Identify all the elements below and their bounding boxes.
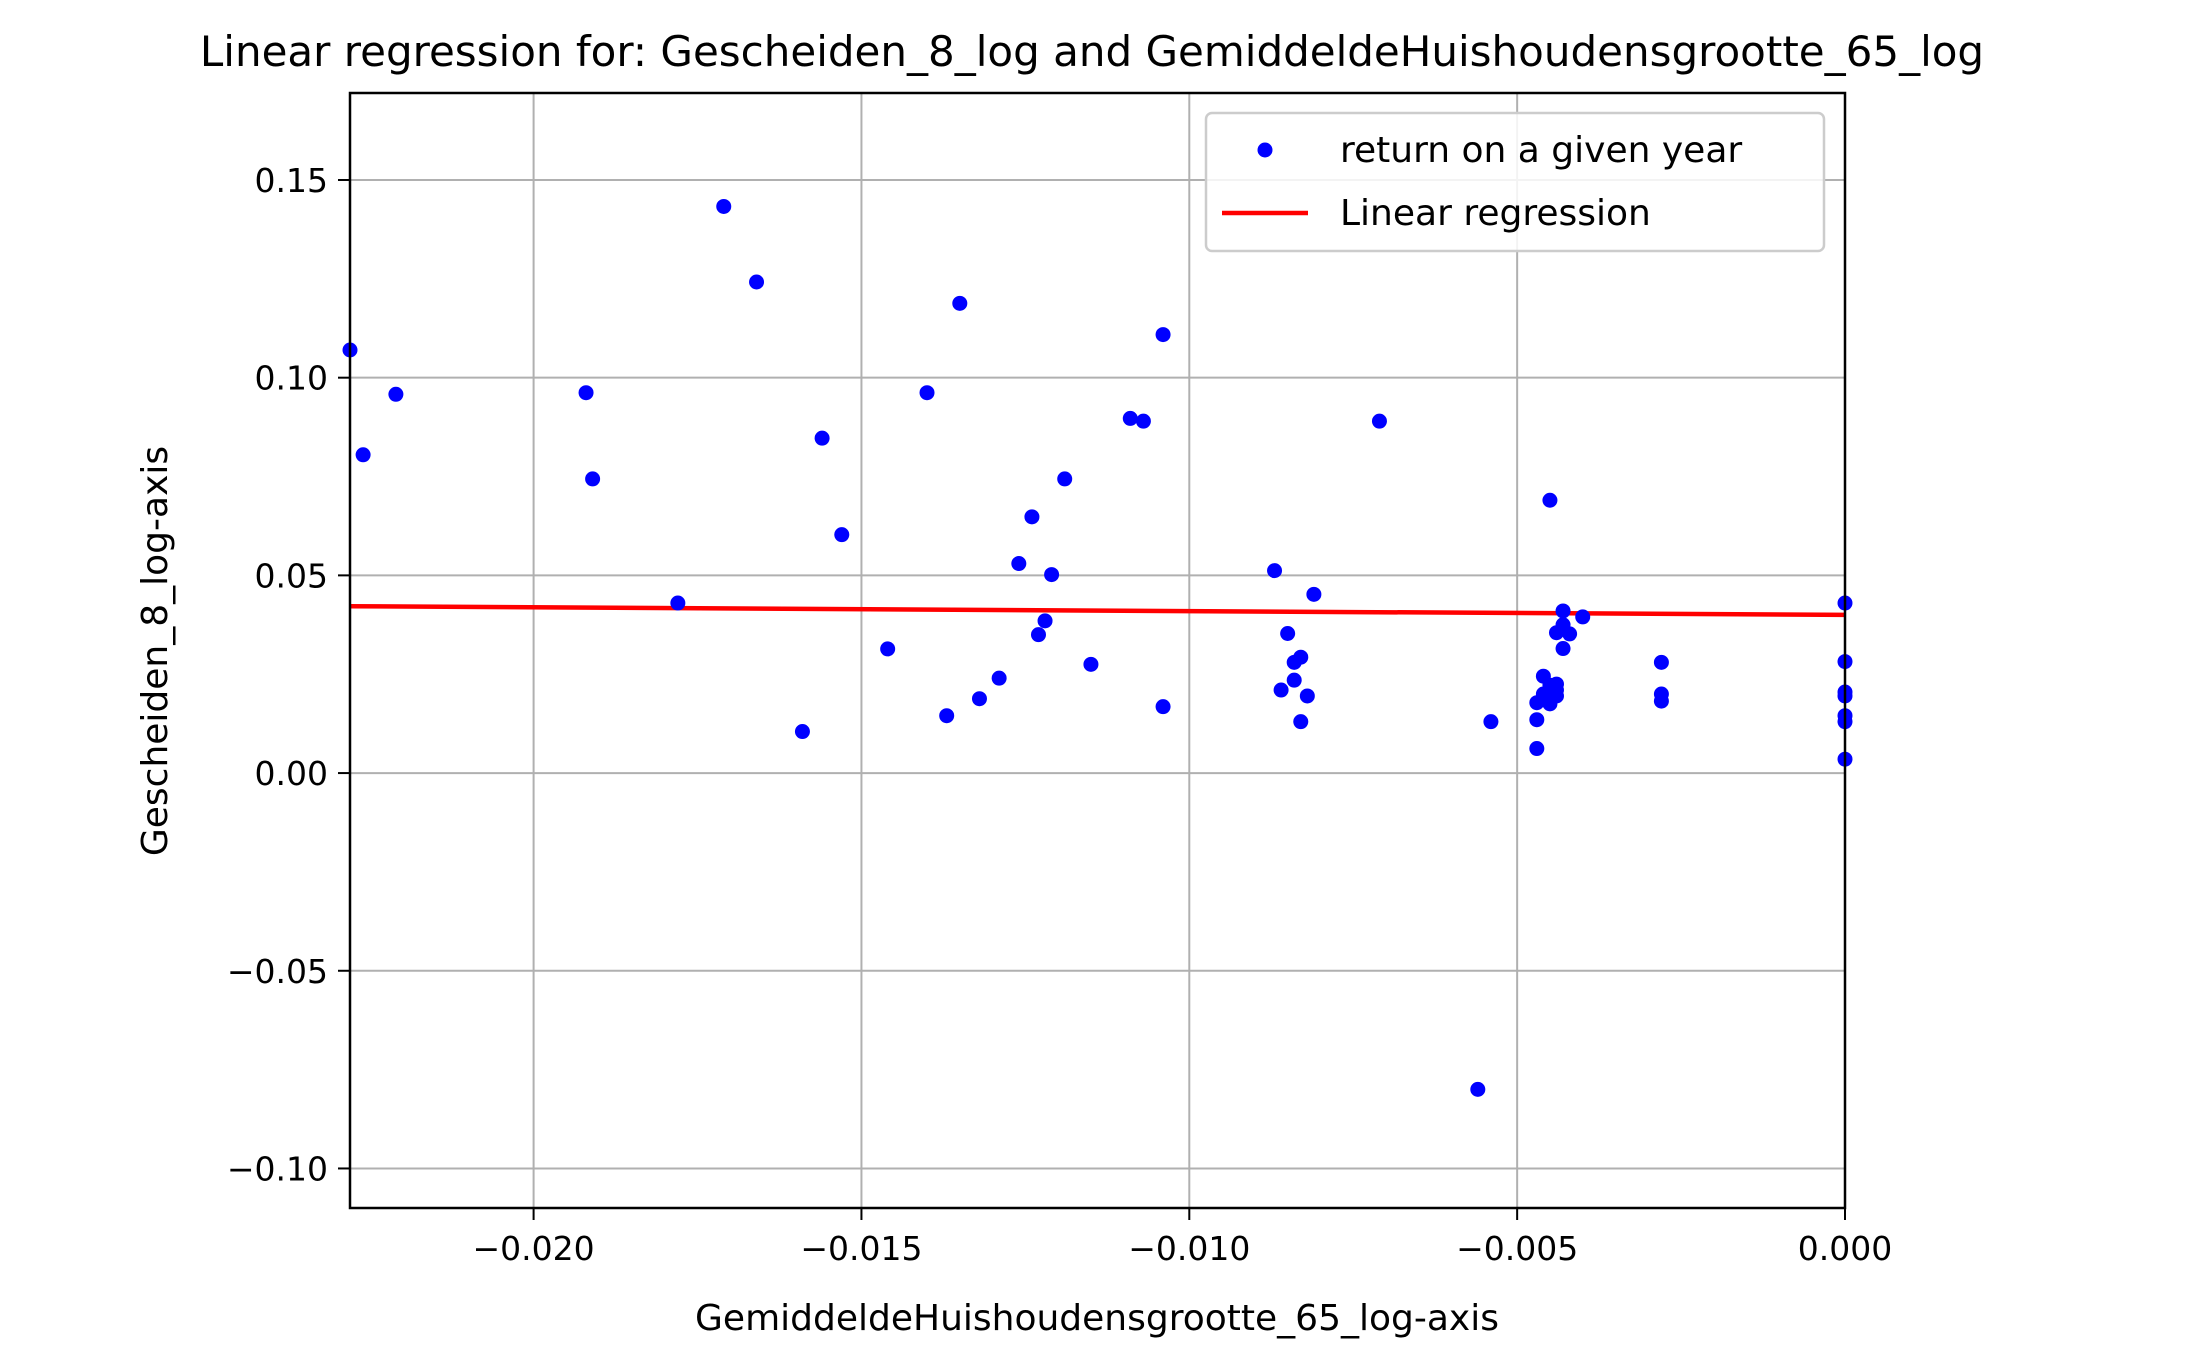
chart-title: Linear regression for: Gescheiden_8_log … bbox=[200, 27, 1984, 76]
x-tick-label: −0.015 bbox=[800, 1229, 922, 1268]
data-point bbox=[1653, 654, 1669, 670]
data-point bbox=[670, 595, 686, 611]
data-point bbox=[716, 198, 732, 214]
x-axis-label: GemiddeldeHuishoudensgrootte_65_log-axis bbox=[695, 1298, 1499, 1339]
data-point bbox=[1135, 413, 1151, 429]
data-point bbox=[1057, 471, 1073, 487]
y-axis: 0.15 0.10 0.05 0.00 −0.05 −0.10 bbox=[227, 161, 350, 1188]
data-point bbox=[1575, 609, 1591, 625]
data-point bbox=[1030, 627, 1046, 643]
x-tick-label: 0.000 bbox=[1798, 1229, 1892, 1268]
legend-marker-scatter bbox=[1257, 142, 1273, 158]
data-point bbox=[991, 670, 1007, 686]
data-point bbox=[834, 527, 850, 543]
data-point bbox=[1470, 1081, 1486, 1097]
x-tick-label: −0.020 bbox=[473, 1229, 595, 1268]
y-tick-label: 0.15 bbox=[255, 161, 328, 200]
data-point bbox=[794, 724, 810, 740]
legend: return on a given year Linear regression bbox=[1204, 111, 1826, 253]
data-point bbox=[585, 471, 601, 487]
data-point bbox=[1653, 693, 1669, 709]
data-point bbox=[1555, 641, 1571, 657]
data-point bbox=[1155, 327, 1171, 343]
x-tick-label: −0.010 bbox=[1128, 1229, 1250, 1268]
data-point bbox=[355, 447, 371, 463]
x-tick-label: −0.005 bbox=[1456, 1229, 1578, 1268]
data-point bbox=[1155, 699, 1171, 715]
data-point bbox=[1529, 712, 1545, 728]
y-tick-label: 0.00 bbox=[255, 754, 328, 793]
data-point bbox=[939, 708, 955, 724]
regression-line bbox=[349, 603, 1846, 618]
grid bbox=[350, 93, 1846, 1208]
data-point bbox=[1562, 626, 1578, 642]
data-point bbox=[749, 274, 765, 290]
data-point bbox=[1273, 682, 1289, 698]
data-point bbox=[1024, 509, 1040, 525]
data-point bbox=[814, 430, 830, 446]
x-axis: −0.020 −0.015 −0.010 −0.005 0.000 bbox=[473, 1208, 1892, 1268]
data-point bbox=[971, 691, 987, 707]
legend-label-regression: Linear regression bbox=[1340, 193, 1651, 234]
axes-frame bbox=[348, 91, 1847, 1210]
y-tick-label: 0.10 bbox=[255, 359, 328, 398]
data-point bbox=[1293, 714, 1309, 730]
data-point bbox=[1122, 410, 1138, 426]
plot-area bbox=[342, 198, 1853, 1097]
data-point bbox=[1306, 586, 1322, 602]
data-point bbox=[919, 385, 935, 401]
data-point bbox=[1555, 603, 1571, 619]
data-point bbox=[388, 386, 404, 402]
data-point bbox=[1542, 492, 1558, 508]
data-point bbox=[1548, 676, 1564, 692]
data-point bbox=[952, 295, 968, 311]
data-point bbox=[880, 641, 896, 657]
data-point bbox=[1286, 672, 1302, 688]
data-point bbox=[1299, 688, 1315, 704]
data-point bbox=[1083, 656, 1099, 672]
data-point bbox=[1529, 741, 1545, 757]
y-axis-label: Gescheiden_8_log-axis bbox=[135, 446, 176, 856]
data-point bbox=[1293, 649, 1309, 665]
y-tick-label: −0.10 bbox=[227, 1149, 328, 1188]
data-point bbox=[1267, 563, 1283, 579]
data-point bbox=[1011, 556, 1027, 572]
data-point bbox=[1371, 413, 1387, 429]
data-point bbox=[1037, 613, 1053, 629]
data-point bbox=[1483, 714, 1499, 730]
legend-label-scatter: return on a given year bbox=[1340, 130, 1742, 171]
data-point bbox=[578, 385, 594, 401]
legend-box bbox=[1204, 111, 1826, 253]
data-point bbox=[1044, 567, 1060, 583]
data-point bbox=[1280, 625, 1296, 641]
y-tick-label: −0.05 bbox=[227, 952, 328, 991]
y-tick-label: 0.05 bbox=[255, 556, 328, 595]
